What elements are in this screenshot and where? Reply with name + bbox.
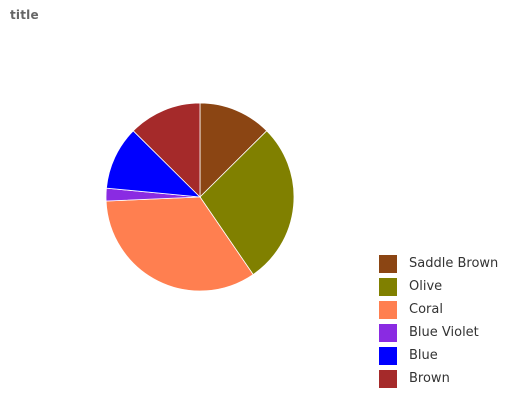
legend-item-brown: Brown (379, 367, 529, 390)
legend-swatch-coral (379, 300, 397, 319)
legend-item-saddle-brown: Saddle Brown (379, 252, 529, 275)
legend: Saddle Brown Olive Coral Blue Violet Blu… (379, 252, 529, 390)
pie-slice-olive (199, 130, 295, 276)
legend-swatch-blue (379, 346, 397, 365)
legend-item-blue-violet: Blue Violet (379, 321, 529, 344)
legend-item-coral: Coral (379, 298, 529, 321)
legend-swatch-brown (379, 369, 397, 388)
chart-title: title (10, 8, 39, 22)
pie-slice-saddle-brown (199, 102, 268, 198)
pie-slice-brown (132, 102, 201, 198)
legend-item-blue: Blue (379, 344, 529, 367)
legend-label-blue-violet: Blue Violet (409, 325, 479, 340)
legend-swatch-olive (379, 277, 397, 296)
legend-item-olive: Olive (379, 275, 529, 298)
legend-label-olive: Olive (409, 279, 443, 294)
pie-slice-coral (105, 196, 254, 292)
legend-label-blue: Blue (409, 348, 438, 363)
legend-label-brown: Brown (409, 371, 450, 386)
legend-label-coral: Coral (409, 302, 443, 317)
legend-label-saddle-brown: Saddle Brown (409, 256, 499, 271)
pie-slices (105, 102, 295, 292)
legend-swatch-saddle-brown (379, 254, 397, 273)
legend-swatch-blue-violet (379, 323, 397, 342)
